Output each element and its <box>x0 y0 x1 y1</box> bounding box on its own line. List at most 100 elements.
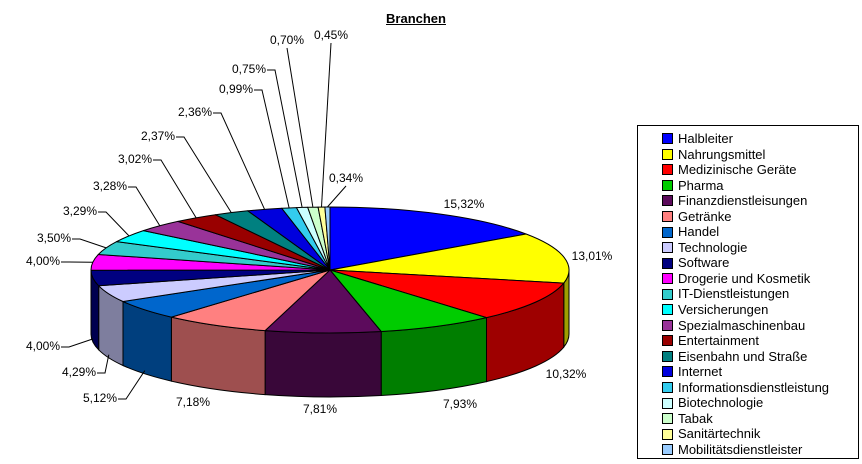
slice-percent-label: 7,18% <box>176 395 210 409</box>
legend-swatch <box>662 133 673 145</box>
legend-item[interactable]: Getränke <box>662 209 856 225</box>
slice-percent-label: 7,81% <box>303 402 337 416</box>
pie-slice[interactable] <box>170 269 331 332</box>
legend-item[interactable]: Entertainment <box>662 333 856 349</box>
legend-swatch <box>662 335 673 347</box>
legend-swatch <box>662 304 673 316</box>
legend-item[interactable]: Eisenbahn und Straße <box>662 349 856 365</box>
slice-percent-label: 5,12% <box>83 391 117 405</box>
legend-item[interactable]: Informationsdienstleistung <box>662 380 856 396</box>
legend-label: Nahrungsmittel <box>678 146 766 162</box>
legend-item[interactable]: Finanzdienstleisungen <box>662 193 856 209</box>
legend-swatch <box>662 288 673 300</box>
leader-line <box>128 186 161 227</box>
legend-label: Internet <box>678 364 723 380</box>
legend-label: Biotechnologie <box>678 395 764 411</box>
pie-slice[interactable] <box>329 233 570 284</box>
legend-label: Informationsdienstleistung <box>678 379 830 395</box>
slice-percent-label: 0,34% <box>329 171 363 185</box>
leader-line <box>286 47 314 208</box>
legend-label: Software <box>678 255 730 271</box>
leader-line <box>213 112 266 210</box>
slice-percent-label: 4,29% <box>62 365 96 379</box>
slice-percent-label: 15,32% <box>444 197 485 211</box>
pie-slice[interactable] <box>329 269 565 319</box>
slice-percent-label: 2,36% <box>178 105 212 119</box>
legend-item[interactable]: Drogerie und Kosmetik <box>662 271 856 287</box>
leader-line <box>61 338 94 348</box>
legend-label: Versicherungen <box>678 302 769 318</box>
legend-item[interactable]: Spezialmaschinenbau <box>662 318 856 334</box>
legend-item[interactable]: Biotechnologie <box>662 395 856 411</box>
pie-slice[interactable] <box>329 206 527 271</box>
legend-item[interactable]: Versicherungen <box>662 302 856 318</box>
slice-percent-label: 0,75% <box>232 62 266 76</box>
legend-swatch <box>662 350 673 362</box>
legend-label: Handel <box>678 224 720 240</box>
legend: Halbleiter Nahrungsmittel Medizinische Ger… <box>637 125 859 459</box>
slice-percent-label: 3,29% <box>63 204 97 218</box>
legend-item[interactable]: Medizinische Geräte <box>662 162 856 178</box>
legend-label: Sanitärtechnik <box>678 426 761 442</box>
slice-percent-label: 10,32% <box>546 367 587 381</box>
leader-line <box>153 159 197 219</box>
slice-percent-label: 0,99% <box>219 82 253 96</box>
chart-title: Branchen <box>386 11 446 26</box>
legend-swatch <box>662 397 673 409</box>
legend-swatch <box>662 195 673 207</box>
legend-swatch <box>662 148 673 160</box>
legend-swatch <box>662 428 673 440</box>
slice-percent-label: 3,28% <box>93 179 127 193</box>
legend-label: Drogerie und Kosmetik <box>678 270 811 286</box>
legend-swatch <box>662 211 673 222</box>
slice-percent-label: 0,70% <box>270 33 304 47</box>
legend-item[interactable]: Internet <box>662 364 856 380</box>
legend-item[interactable]: Mobilitätsdienstleister <box>662 442 856 458</box>
pie-slice[interactable] <box>329 269 487 332</box>
legend-swatch <box>662 164 673 176</box>
leader-line <box>176 136 232 213</box>
legend-swatch <box>662 382 673 394</box>
legend-swatch <box>662 257 673 269</box>
legend-item[interactable]: Technologie <box>662 240 856 256</box>
leader-line <box>72 238 107 249</box>
legend-label: Halbleiter <box>678 131 733 146</box>
leader-line <box>321 42 332 208</box>
slice-percent-label: 4,00% <box>26 339 60 353</box>
slice-percent-label: 2,37% <box>141 129 175 143</box>
legend-label: IT-Dienstleistungen <box>678 286 790 302</box>
legend-label: Tabak <box>678 410 713 426</box>
leader-line <box>98 211 130 237</box>
slice-percent-label: 7,93% <box>443 397 477 411</box>
legend-item[interactable]: Tabak <box>662 411 856 427</box>
leader-line <box>118 370 146 400</box>
slice-percent-label: 3,50% <box>37 231 71 245</box>
legend-label: Finanzdienstleisungen <box>678 193 808 209</box>
legend-swatch <box>662 226 673 238</box>
legend-label: Spezialmaschinenbau <box>678 317 806 333</box>
legend-label: Medizinische Geräte <box>678 162 797 178</box>
legend-swatch <box>662 179 673 191</box>
legend-label: Technologie <box>678 239 748 255</box>
slice-percent-label: 4,00% <box>26 254 60 268</box>
legend-item[interactable]: Nahrungsmittel <box>662 147 856 163</box>
legend-item[interactable]: IT-Dienstleistungen <box>662 286 856 302</box>
legend-swatch <box>662 319 673 331</box>
legend-label: Getränke <box>678 208 732 224</box>
legend-item[interactable]: Software <box>662 255 856 271</box>
leader-line <box>97 354 110 374</box>
legend-item[interactable]: Pharma <box>662 178 856 194</box>
legend-item[interactable]: Halbleiter <box>662 131 856 147</box>
slice-percent-label: 0,45% <box>314 28 348 42</box>
pie-slice[interactable] <box>264 269 382 334</box>
legend-label: Entertainment <box>678 333 759 349</box>
leader-line <box>327 185 347 208</box>
legend-item[interactable]: Handel <box>662 224 856 240</box>
legend-swatch <box>662 273 673 285</box>
legend-label: Mobilitätsdienstleister <box>678 441 803 457</box>
legend-label: Pharma <box>678 177 724 193</box>
legend-swatch <box>662 242 673 254</box>
legend-item[interactable]: Sanitärtechnik <box>662 426 856 442</box>
